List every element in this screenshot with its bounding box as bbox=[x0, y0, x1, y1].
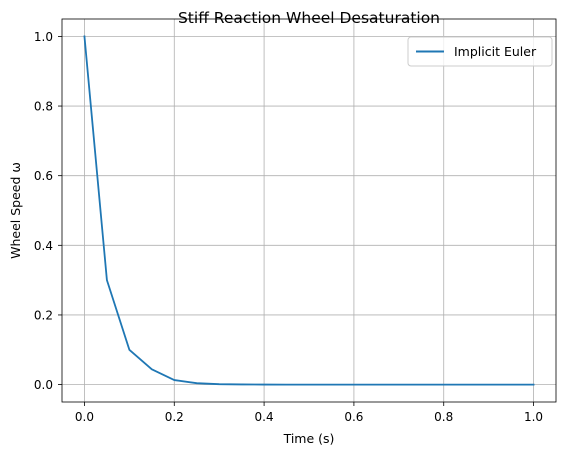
x-tick-label: 1.0 bbox=[524, 410, 543, 424]
y-axis-label: Wheel Speed ω bbox=[8, 162, 23, 259]
y-tick-label: 0.8 bbox=[34, 100, 53, 114]
grid-lines bbox=[62, 19, 556, 402]
y-tick-label: 0.2 bbox=[34, 308, 53, 322]
y-tick-label: 0.6 bbox=[34, 169, 53, 183]
y-tick-label: 1.0 bbox=[34, 30, 53, 44]
y-tick-label: 0.0 bbox=[34, 378, 53, 392]
x-axis-ticks: 0.0 0.2 0.4 0.6 0.8 1.0 bbox=[75, 402, 543, 424]
axes-frame bbox=[61, 18, 557, 403]
y-tick-label: 0.4 bbox=[34, 239, 53, 253]
x-tick-label: 0.4 bbox=[255, 410, 274, 424]
legend-label: Implicit Euler bbox=[454, 44, 537, 59]
x-axis-label: Time (s) bbox=[283, 431, 335, 446]
series-line-implicit-euler bbox=[83, 35, 535, 386]
x-tick-label: 0.2 bbox=[165, 410, 184, 424]
x-tick-label: 0.8 bbox=[434, 410, 453, 424]
plot-area bbox=[83, 35, 535, 386]
x-tick-label: 0.6 bbox=[344, 410, 363, 424]
x-tick-label: 0.0 bbox=[75, 410, 94, 424]
legend-box bbox=[407, 36, 553, 67]
y-axis-ticks: 0.0 0.2 0.4 0.6 0.8 1.0 bbox=[34, 30, 62, 392]
legend: Implicit Euler bbox=[407, 36, 553, 67]
chart-title: Stiff Reaction Wheel Desaturation bbox=[178, 9, 440, 27]
